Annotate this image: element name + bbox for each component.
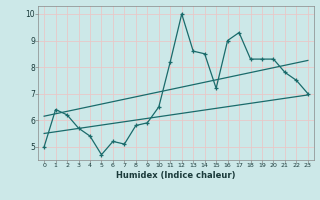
X-axis label: Humidex (Indice chaleur): Humidex (Indice chaleur) bbox=[116, 171, 236, 180]
